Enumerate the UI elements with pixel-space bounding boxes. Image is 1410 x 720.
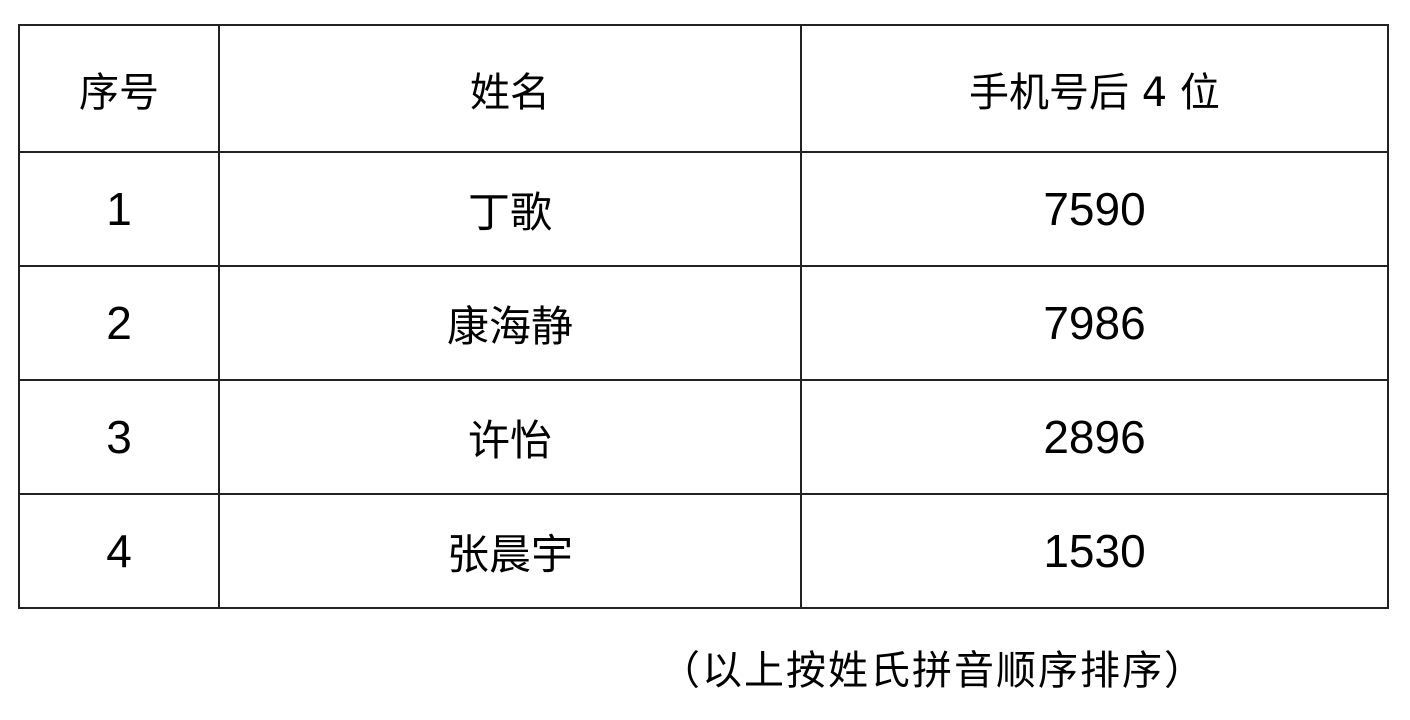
table-row: 2 康海静 7986 xyxy=(18,265,1389,381)
cell-name: 许怡 xyxy=(218,379,802,495)
cell-name: 丁歌 xyxy=(218,151,802,267)
sort-note: （以上按姓氏拼音顺序排序） xyxy=(660,648,1206,694)
table-row: 1 丁歌 7590 xyxy=(18,151,1389,267)
cell-phone: 7986 xyxy=(800,265,1389,381)
cell-name: 康海静 xyxy=(218,265,802,381)
table-row: 4 张晨宇 1530 xyxy=(18,493,1389,609)
cell-name: 张晨宇 xyxy=(218,493,802,609)
cell-index: 1 xyxy=(18,151,220,267)
cell-phone: 7590 xyxy=(800,151,1389,267)
header-name: 姓名 xyxy=(218,24,802,153)
table-header-row: 序号 姓名 手机号后 4 位 xyxy=(18,24,1389,153)
cell-index: 3 xyxy=(18,379,220,495)
cell-index: 2 xyxy=(18,265,220,381)
name-list-table: 序号 姓名 手机号后 4 位 1 丁歌 7590 2 康海静 7986 3 许怡… xyxy=(18,24,1389,609)
cell-index: 4 xyxy=(18,493,220,609)
cell-phone: 2896 xyxy=(800,379,1389,495)
cell-phone: 1530 xyxy=(800,493,1389,609)
header-phone: 手机号后 4 位 xyxy=(800,24,1389,153)
header-index: 序号 xyxy=(18,24,220,153)
table-row: 3 许怡 2896 xyxy=(18,379,1389,495)
